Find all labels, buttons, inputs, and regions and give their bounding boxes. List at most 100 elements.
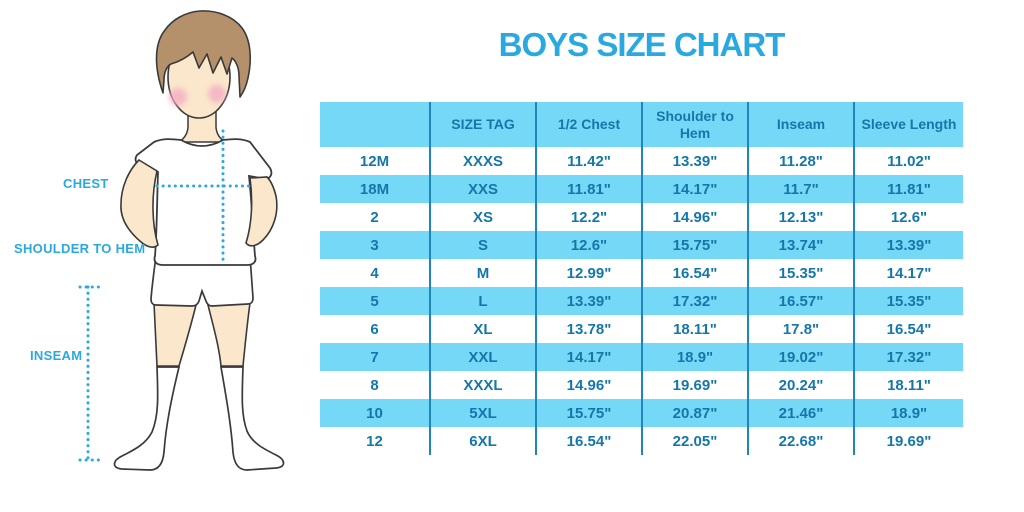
table-row: 6 XL 13.78" 18.11" 17.8" 16.54" (320, 315, 963, 343)
table-cell: XXL (430, 343, 537, 371)
table-body: 12M XXXS 11.42" 13.39" 11.28" 11.02" 18M XXS 11.… (320, 147, 963, 455)
table-row: 12 6XL 16.54" 22.05" 22.68" 19.69" (320, 427, 963, 455)
table-cell: 12.6" (536, 231, 643, 259)
table-cell: 14.17" (536, 343, 643, 371)
table-cell: 18.11" (642, 315, 749, 343)
left-cheek (169, 88, 187, 106)
left-sock (113, 366, 181, 471)
table-cell: 17.32" (642, 287, 749, 315)
table-header: SIZE TAG 1/2 Chest Shoulder to Hem Inseam Sl… (320, 102, 963, 147)
table-cell: 18.11" (887, 376, 931, 394)
table-row: 18M XXS 11.81" 14.17" 11.7" 11.81" (320, 175, 963, 203)
hair (155, 10, 252, 98)
table-cell: 12.2" (536, 203, 643, 231)
table-cell: 13.39" (886, 236, 932, 254)
right-sock (219, 366, 285, 471)
table-cell: 15.75" (642, 231, 749, 259)
table-row: 12M XXXS 11.42" 13.39" 11.28" 11.02" (320, 147, 963, 175)
table-cell: 17.8" (748, 315, 855, 343)
table-cell: 19.02" (748, 343, 855, 371)
size-table: SIZE TAG 1/2 Chest Shoulder to Hem Inseam Sl… (320, 102, 963, 455)
table-cell: XS (430, 203, 537, 231)
table-cell: 20.24" (748, 371, 855, 399)
table-cell: 14.96" (536, 371, 643, 399)
chest-label: CHEST (63, 176, 109, 191)
measurement-figure: CHEST SHOULDER TO HEM INSEAM (0, 0, 330, 512)
table-cell: 14.96" (642, 203, 749, 231)
table-cell: 12 (320, 427, 431, 455)
table-cell: 6XL (430, 427, 537, 455)
left-leg (153, 302, 198, 367)
table-cell: 15.35" (748, 259, 855, 287)
right-cheek (208, 85, 226, 103)
table-cell: 19.69" (642, 371, 749, 399)
table-cell: 11.42" (536, 147, 643, 175)
table-cell: 19.69" (886, 432, 932, 450)
left-arm (120, 158, 159, 248)
table-cell: 12M (320, 147, 431, 175)
shorts (150, 255, 254, 307)
table-cell: 12.99" (536, 259, 643, 287)
table-cell: 13.78" (536, 315, 643, 343)
table-cell: 15.75" (536, 399, 643, 427)
table-cell: 10 (320, 399, 431, 427)
table-row: 7 XXL 14.17" 18.9" 19.02" 17.32" (320, 343, 963, 371)
table-cell: XXS (430, 175, 537, 203)
table-cell: 22.05" (642, 427, 749, 455)
column-header: 1/2 Chest (536, 102, 643, 147)
table-cell: 11.7" (748, 175, 855, 203)
table-cell: 2 (320, 203, 431, 231)
table-cell: 12.13" (748, 203, 855, 231)
table-cell: 5 (320, 287, 431, 315)
table-cell: 12.6" (890, 208, 928, 226)
table-header-row: SIZE TAG 1/2 Chest Shoulder to Hem Inseam Sl… (320, 102, 963, 147)
table-cell: 11.81" (536, 175, 643, 203)
table-cell: XL (430, 315, 537, 343)
page-title: BOYS SIZE CHART (498, 26, 786, 63)
table-cell: 22.68" (748, 427, 855, 455)
table-cell: 14.17" (642, 175, 749, 203)
shoulder-to-hem-label: SHOULDER TO HEM (14, 241, 146, 256)
table-row: 5 L 13.39" 17.32" 16.57" 15.35" (320, 287, 963, 315)
right-arm (245, 176, 278, 247)
table-row: 4 M 12.99" 16.54" 15.35" 14.17" (320, 259, 963, 287)
table-cell: 13.39" (642, 147, 749, 175)
table-cell: 18.9" (890, 404, 928, 422)
table-cell: 11.81" (887, 180, 931, 198)
table-row: 10 5XL 15.75" 20.87" 21.46" 18.9" (320, 399, 963, 427)
table-cell: 8 (320, 371, 431, 399)
table-cell: 7 (320, 343, 431, 371)
boy-illustration (78, 10, 285, 471)
table-cell: L (430, 287, 537, 315)
column-header: Sleeve Length (854, 102, 963, 147)
table-cell: 17.32" (886, 348, 932, 366)
table-cell: 18M (320, 175, 431, 203)
table-cell: 6 (320, 315, 431, 343)
table-cell: 3 (320, 231, 431, 259)
table-cell: 20.87" (642, 399, 749, 427)
table-cell: 16.57" (748, 287, 855, 315)
column-header: Inseam (748, 102, 855, 147)
table-cell: S (430, 231, 537, 259)
table-cell: 4 (320, 259, 431, 287)
table-cell: 14.17" (886, 264, 932, 282)
table-cell: XXXS (430, 147, 537, 175)
table-cell: 5XL (430, 399, 537, 427)
table-cell: 16.54" (886, 320, 932, 338)
table-row: 3 S 12.6" 15.75" 13.74" 13.39" (320, 231, 963, 259)
column-header: SIZE TAG (430, 102, 537, 147)
table-cell: 13.39" (536, 287, 643, 315)
table-cell: 21.46" (748, 399, 855, 427)
table-row: 8 XXXL 14.96" 19.69" 20.24" 18.11" (320, 371, 963, 399)
table-cell: M (430, 259, 537, 287)
table-cell: XXXL (430, 371, 537, 399)
table-cell: 15.35" (886, 292, 932, 310)
table-cell: 18.9" (642, 343, 749, 371)
inseam-label: INSEAM (30, 348, 83, 363)
column-header (320, 102, 431, 147)
right-leg (206, 302, 251, 367)
table-cell: 11.28" (748, 147, 855, 175)
table-cell: 13.74" (748, 231, 855, 259)
table-cell: 16.54" (536, 427, 643, 455)
